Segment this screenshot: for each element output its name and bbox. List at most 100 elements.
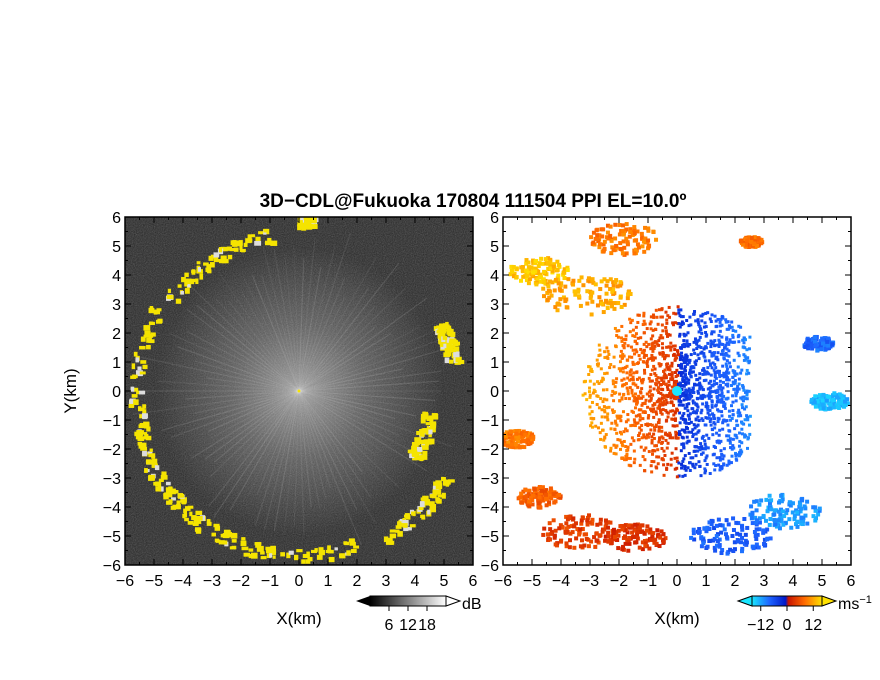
velocity-cell bbox=[512, 434, 517, 439]
velocity-cell bbox=[776, 518, 781, 523]
velocity-cell bbox=[526, 260, 531, 265]
velocity-cell bbox=[740, 546, 745, 551]
hard-target-cell bbox=[429, 503, 437, 509]
velocity-cell bbox=[744, 397, 748, 401]
velocity-cell bbox=[643, 225, 648, 230]
velocity-cell bbox=[679, 416, 683, 420]
velocity-cell bbox=[696, 449, 700, 453]
velocity-cell bbox=[750, 513, 755, 518]
backscatter-ray bbox=[298, 390, 305, 535]
velocity-cell bbox=[635, 350, 639, 354]
velocity-cell bbox=[630, 436, 634, 440]
velocity-cell bbox=[526, 281, 531, 286]
velocity-cell bbox=[641, 402, 645, 406]
x-tick-label: 3 bbox=[760, 573, 769, 590]
velocity-cell bbox=[619, 440, 623, 444]
velocity-cell bbox=[792, 517, 797, 522]
velocity-cell bbox=[691, 531, 696, 536]
velocity-cell bbox=[739, 325, 743, 329]
velocity-cell bbox=[639, 428, 643, 432]
velocity-cell bbox=[724, 318, 728, 322]
hard-target-cell bbox=[222, 540, 228, 545]
velocity-cell bbox=[725, 463, 729, 467]
velocity-cell bbox=[601, 227, 606, 232]
backscatter-ray bbox=[194, 390, 300, 414]
velocity-cell bbox=[743, 354, 747, 358]
velocity-cell bbox=[663, 453, 667, 457]
velocity-cell bbox=[702, 354, 706, 358]
velocity-cell bbox=[585, 301, 590, 306]
hard-target-cell bbox=[142, 409, 147, 414]
backscatter-ray bbox=[293, 245, 300, 392]
velocity-cell bbox=[688, 389, 692, 393]
velocity-cell bbox=[647, 376, 651, 380]
velocity-cell bbox=[514, 436, 519, 441]
velocity-cell bbox=[712, 379, 716, 383]
velocity-cell bbox=[608, 301, 613, 306]
velocity-cell bbox=[654, 541, 659, 546]
velocity-cell bbox=[679, 399, 683, 403]
hard-target-cell bbox=[395, 529, 400, 533]
velocity-cell bbox=[634, 348, 638, 352]
velocity-cell bbox=[682, 332, 686, 336]
velocity-cell bbox=[557, 526, 562, 531]
velocity-cell bbox=[724, 397, 728, 401]
velocity-cell bbox=[601, 249, 606, 254]
backscatter-ray bbox=[298, 296, 346, 392]
velocity-cell bbox=[564, 544, 569, 549]
velocity-cell bbox=[677, 398, 681, 402]
velocity-cell bbox=[636, 336, 640, 340]
velocity-cell bbox=[603, 518, 608, 523]
velocity-cell bbox=[597, 242, 602, 247]
velocity-cell bbox=[621, 223, 626, 228]
velocity-cell bbox=[686, 439, 690, 443]
hard-target-cell bbox=[214, 525, 221, 531]
velocity-cell bbox=[691, 386, 695, 390]
backscatter-ray bbox=[298, 390, 408, 407]
velocity-cell bbox=[630, 388, 634, 392]
hard-target-cell bbox=[206, 264, 212, 269]
velocity-cell bbox=[652, 415, 656, 419]
velocity-cell bbox=[769, 498, 774, 503]
velocity-cell bbox=[621, 525, 626, 530]
velocity-cell bbox=[627, 535, 632, 540]
velocity-cell bbox=[587, 279, 592, 284]
velocity-cell bbox=[709, 522, 714, 527]
velocity-cell bbox=[673, 357, 677, 361]
velocity-cell bbox=[680, 384, 684, 388]
velocity-cell bbox=[776, 509, 781, 514]
velocity-cell bbox=[634, 534, 639, 539]
velocity-cell bbox=[650, 435, 654, 439]
velocity-cell bbox=[714, 376, 718, 380]
velocity-cell bbox=[665, 332, 669, 336]
velocity-cell bbox=[632, 225, 637, 230]
hard-target-cell bbox=[432, 415, 438, 420]
x-tick-label: 0 bbox=[295, 573, 304, 590]
velocity-cell bbox=[646, 416, 650, 420]
velocity-cell bbox=[651, 403, 655, 407]
velocity-cell bbox=[539, 485, 544, 490]
hard-target-cell bbox=[449, 359, 454, 364]
hard-target-cell bbox=[214, 538, 220, 543]
hard-target-cell bbox=[305, 223, 313, 228]
velocity-cell bbox=[718, 340, 722, 344]
velocity-cell bbox=[612, 451, 616, 455]
velocity-cell bbox=[627, 463, 631, 467]
velocity-cell bbox=[700, 417, 704, 421]
velocity-cell bbox=[699, 351, 703, 355]
hard-target-cell bbox=[440, 343, 447, 350]
velocity-cell bbox=[699, 394, 703, 398]
velocity-cell bbox=[603, 350, 607, 354]
velocity-cell bbox=[684, 393, 688, 397]
left-ylabel: Y(km) bbox=[61, 368, 80, 413]
velocity-cell bbox=[671, 394, 675, 398]
velocity-cell bbox=[707, 436, 711, 440]
velocity-cell bbox=[756, 236, 761, 241]
velocity-cell bbox=[685, 441, 689, 445]
velocity-cell bbox=[503, 440, 507, 445]
velocity-cell bbox=[701, 368, 705, 372]
velocity-cell bbox=[622, 302, 627, 307]
velocity-cell bbox=[674, 375, 678, 379]
velocity-cell bbox=[815, 398, 820, 403]
velocity-cell bbox=[710, 313, 714, 317]
